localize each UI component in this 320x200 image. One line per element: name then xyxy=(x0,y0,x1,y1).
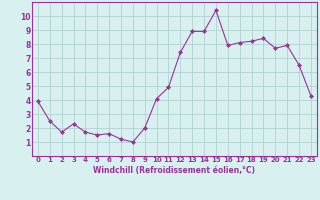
X-axis label: Windchill (Refroidissement éolien,°C): Windchill (Refroidissement éolien,°C) xyxy=(93,166,255,175)
